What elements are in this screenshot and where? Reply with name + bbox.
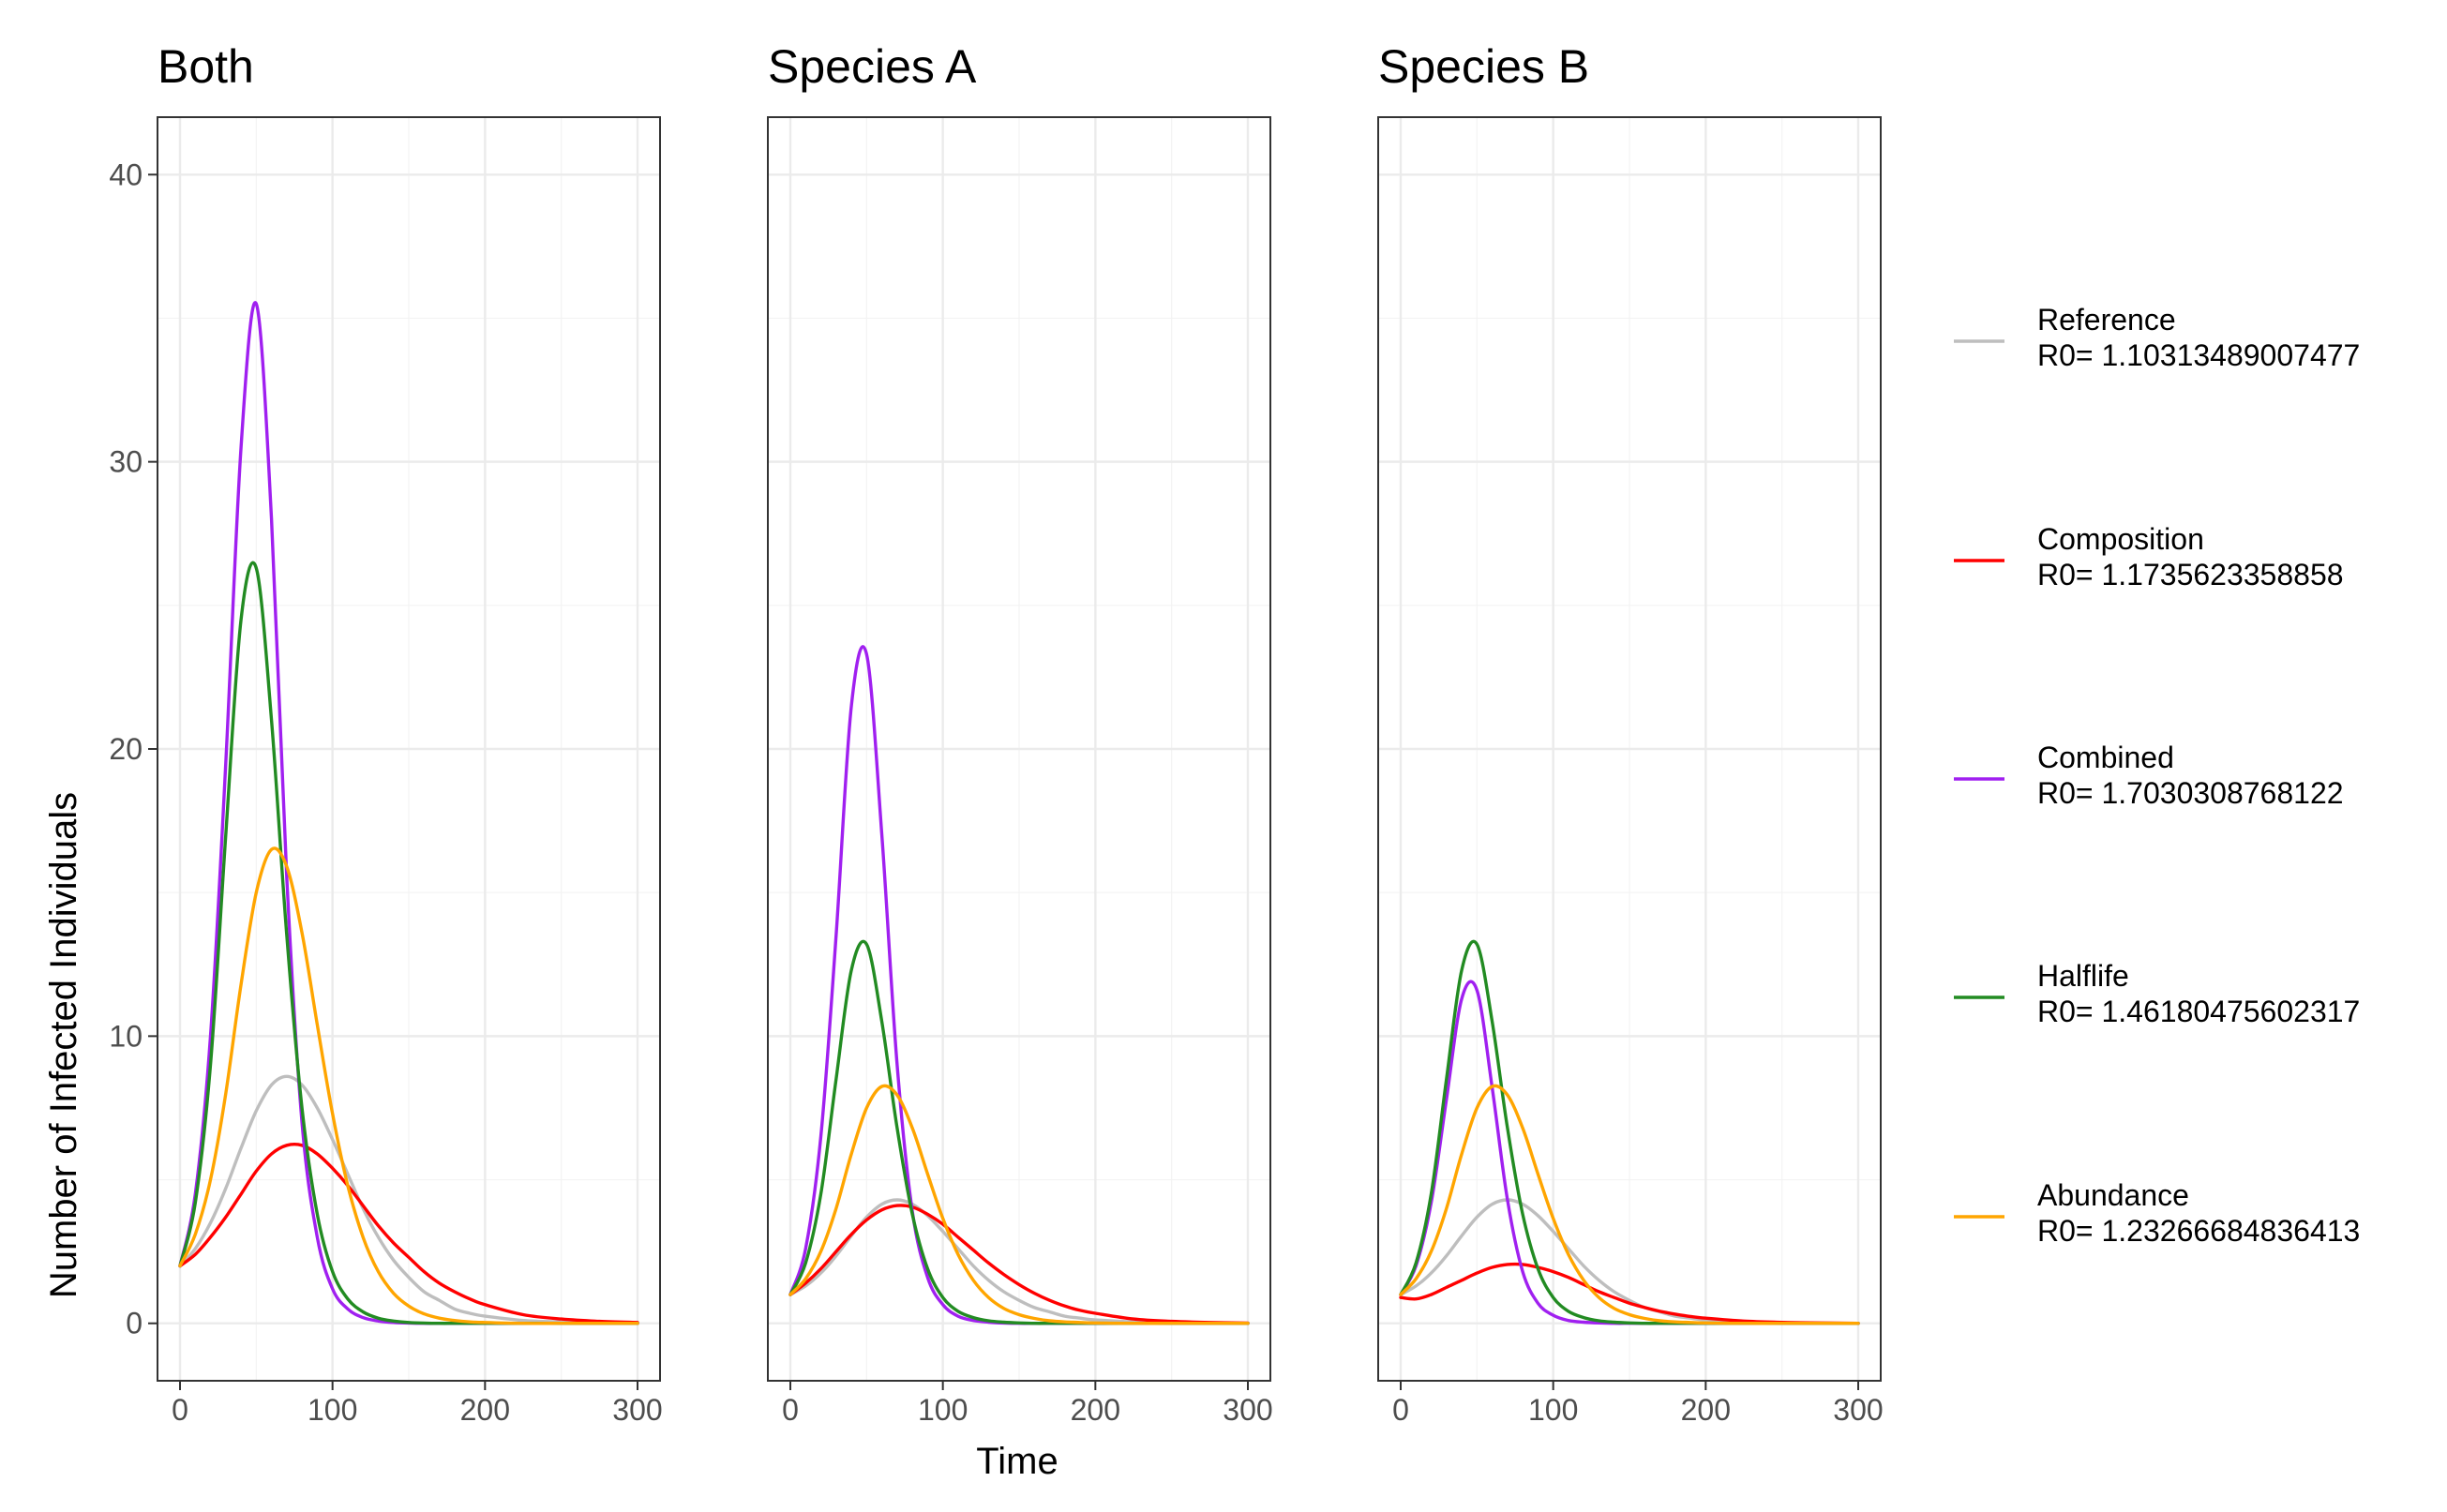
legend-r0-label: R0= 1.1735623358858 [2037,558,2344,591]
x-tick-label: 300 [1833,1393,1883,1427]
x-tick-label: 100 [308,1393,357,1427]
panel-0: 0 100 200 300 0 10 20 30 40 Both [109,40,662,1427]
legend-r0-label: R0= 1.10313489007477 [2037,338,2360,372]
panel-2: 0 100 200 300 Species B [1377,40,1884,1427]
series-line-abundance [178,846,639,1325]
x-tick-label: 0 [172,1393,188,1427]
x-tick-label: 200 [1071,1393,1120,1427]
x-tick-label: 0 [1392,1393,1409,1427]
legend-label: Reference [2037,303,2176,337]
legend-label: Halflife [2037,959,2129,993]
panel-title: Species A [768,40,977,93]
legend-label: Abundance [2037,1178,2189,1212]
series-line-composition [178,1142,639,1325]
y-axis-title: Number of Infected Individuals [43,792,84,1298]
panel-title: Species B [1378,40,1589,93]
series-line-abundance [788,1084,1250,1325]
x-tick-label: 100 [918,1393,968,1427]
y-tick-label: 0 [126,1307,143,1340]
legend-r0-label: R0= 1.7030308768122 [2037,776,2344,810]
y-tick-label: 30 [109,445,143,479]
legend-r0-label: R0= 1.23266684836413 [2037,1214,2360,1248]
x-tick-label: 0 [782,1393,799,1427]
series-line-reference [1399,1198,1860,1325]
x-tick-label: 100 [1528,1393,1578,1427]
x-axis-title: Time [976,1441,1058,1482]
series-line-abundance [1399,1084,1860,1325]
legend-label: Combined [2037,741,2174,774]
panel-border [1377,116,1882,1382]
legend-label: Composition [2037,522,2204,556]
x-tick-label: 200 [1681,1393,1731,1427]
legend-r0-label: R0= 1.46180475602317 [2037,995,2360,1028]
panels: 0 100 200 300 0 10 20 30 40 Both 0 100 200 300 Species… [109,40,1883,1427]
x-tick-label: 200 [460,1393,510,1427]
panel-title: Both [158,40,254,93]
series-line-composition [1399,1262,1860,1325]
panel-border [767,116,1271,1382]
y-tick-label: 10 [109,1019,143,1053]
x-tick-label: 300 [612,1393,662,1427]
x-tick-label: 300 [1223,1393,1272,1427]
panel-1: 0 100 200 300 Species A [767,40,1273,1427]
y-tick-label: 20 [109,732,143,766]
series-line-reference [178,1074,639,1325]
series-line-composition [788,1204,1250,1325]
y-tick-label: 40 [109,157,143,191]
